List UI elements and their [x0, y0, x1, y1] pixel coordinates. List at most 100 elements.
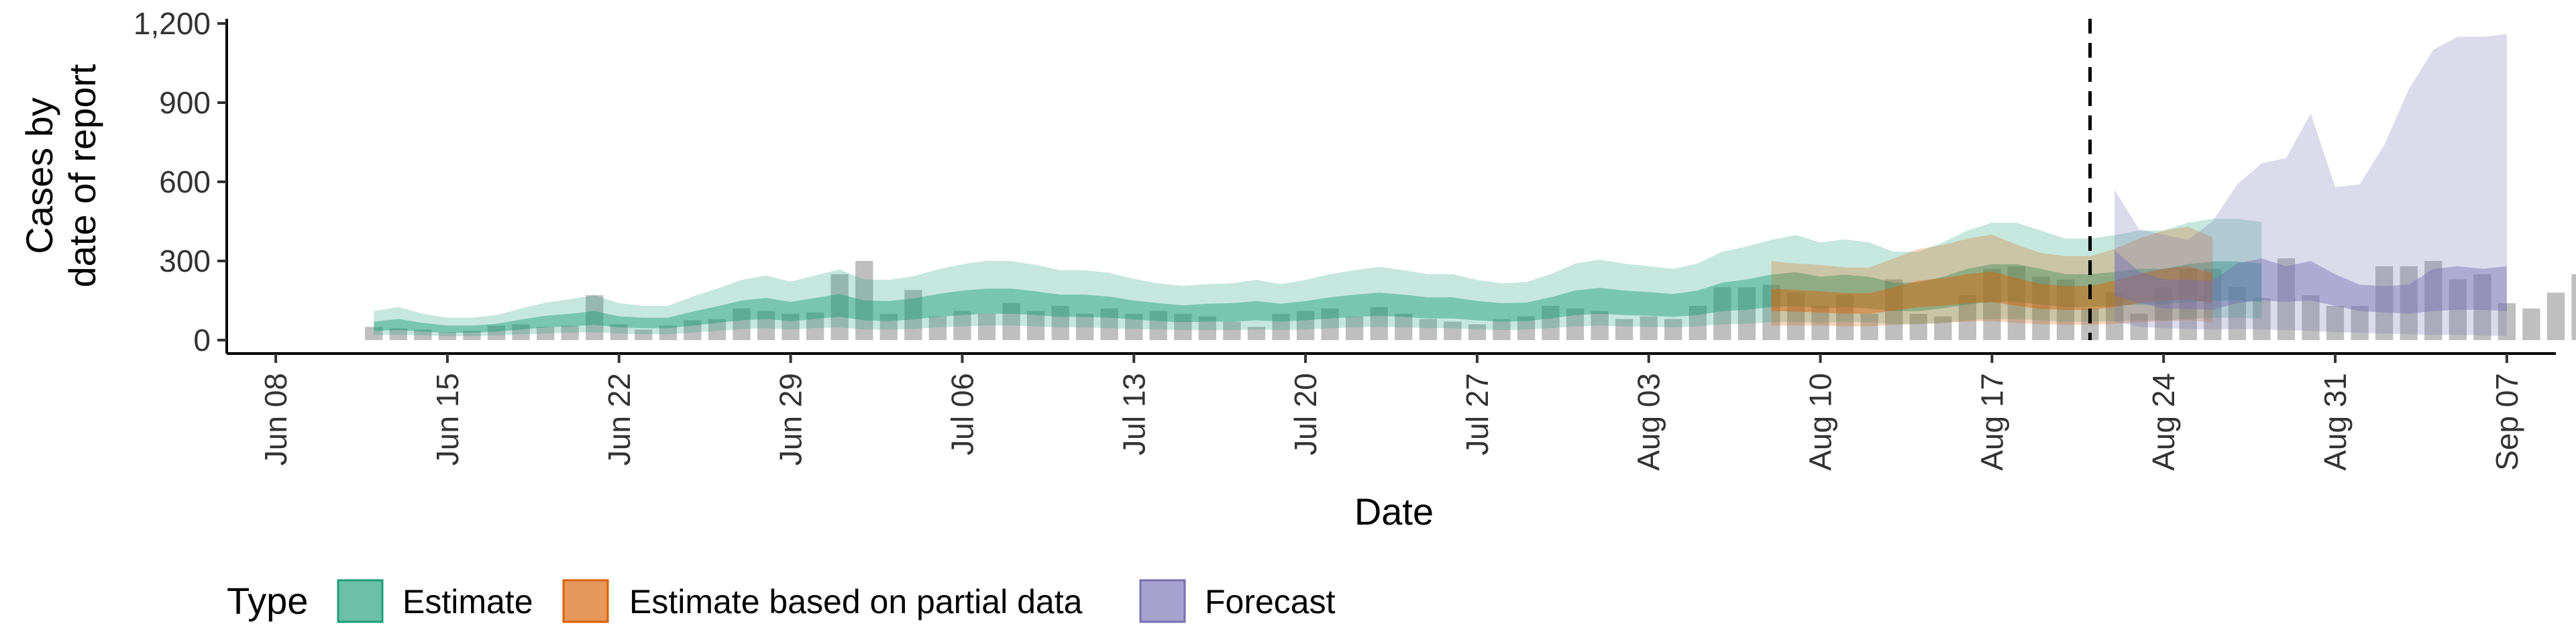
reported-case-bar: [928, 316, 947, 340]
reported-case-bar: [2155, 287, 2173, 340]
reported-case-bar: [389, 328, 407, 340]
reported-case-bar: [2522, 308, 2540, 340]
reported-case-bar: [2056, 279, 2075, 340]
legend-swatch-partial: [562, 579, 609, 623]
reported-case-bar: [1566, 308, 1585, 340]
y-tick-label: 0: [193, 323, 211, 358]
forecast-50-interval-band: [2114, 250, 2507, 314]
reported-case-bar: [1100, 308, 1118, 340]
reported-case-bar: [1640, 316, 1658, 340]
reported-case-bar: [806, 312, 824, 340]
reported-case-bar: [2375, 266, 2394, 340]
reported-case-bar: [782, 313, 800, 340]
x-tick-label: Aug 10: [1803, 373, 1838, 471]
reported-case-bar: [1836, 295, 1854, 340]
reported-case-bar: [1493, 319, 1511, 340]
reported-case-bar: [1811, 305, 1829, 340]
reported-case-bar: [2424, 261, 2443, 340]
reported-case-bar: [1615, 319, 1633, 340]
reported-case-bar: [2228, 287, 2246, 340]
reported-case-bar: [1737, 287, 1756, 340]
reported-case-bar: [1885, 279, 1903, 340]
x-tick-label: Jun 15: [430, 373, 465, 466]
reported-case-bar: [2546, 292, 2565, 340]
x-tick-label: Jun 29: [773, 373, 808, 466]
x-tick-label: Aug 31: [2318, 373, 2353, 471]
reported-case-bar: [463, 331, 481, 340]
reported-case-bar: [1468, 324, 1487, 340]
reported-case-bar: [635, 329, 653, 340]
ribbon-bands: [374, 34, 2507, 337]
reported-case-bars: [365, 258, 2576, 340]
reported-case-bar: [1934, 316, 1952, 340]
y-tick-label: 300: [159, 244, 211, 278]
reported-case-bar: [1713, 287, 1731, 340]
reported-case-bar: [1419, 319, 1437, 340]
reported-case-bar: [1542, 305, 1560, 340]
y-axis-title-line-2: date of report: [61, 64, 103, 288]
y-tick-label: 600: [159, 164, 211, 199]
reported-case-bar: [2302, 295, 2320, 340]
reported-case-bar: [2473, 274, 2491, 340]
x-tick-label: Aug 03: [1631, 373, 1666, 471]
x-tick-label: Jun 22: [602, 373, 637, 466]
reported-case-bar: [1149, 311, 1167, 340]
reported-case-bar: [2351, 305, 2369, 340]
x-tick-label: Jul 13: [1116, 373, 1151, 455]
reported-case-bar: [2400, 266, 2418, 340]
legend-label-partial: Estimate based on partial data: [629, 583, 1083, 621]
reported-case-bar: [2277, 258, 2296, 340]
reported-case-bar: [684, 320, 702, 340]
reported-case-bar: [414, 329, 432, 340]
reported-case-bar: [953, 311, 971, 340]
partial-50-interval-band: [1771, 266, 2213, 314]
y-tick-label: 900: [159, 85, 211, 120]
reported-case-bar: [977, 313, 996, 340]
x-tick-label: Jul 27: [1460, 373, 1495, 455]
estimate-90-interval-band: [374, 219, 2262, 337]
reported-case-bar: [1223, 321, 1241, 340]
reported-case-bar: [1688, 305, 1707, 340]
reported-case-bar: [487, 325, 506, 340]
reported-case-bar: [1983, 268, 2001, 340]
reported-case-bar: [2498, 303, 2516, 340]
reported-case-bar: [365, 327, 383, 340]
y-axis-ticks: 0 300 600 900 1,200: [133, 6, 227, 358]
estimate-50-interval-band: [374, 261, 2262, 333]
reported-case-bar: [1247, 327, 1266, 340]
reported-case-bar: [879, 313, 898, 340]
x-tick-label: Jul 20: [1288, 373, 1323, 455]
legend-swatch-estimate: [337, 579, 384, 623]
reported-case-bar: [438, 332, 457, 340]
legend-title: Type: [227, 580, 308, 622]
reported-case-bar: [855, 261, 873, 340]
reported-case-bar: [1786, 292, 1805, 340]
reported-case-bar: [1395, 313, 1413, 340]
reported-case-bar: [561, 325, 579, 340]
forecast-90-interval-band: [2114, 34, 2507, 337]
reported-case-bar: [2326, 305, 2345, 340]
reported-case-bar: [1198, 316, 1216, 340]
reported-case-bar: [537, 327, 555, 340]
reported-case-bar: [1909, 313, 1927, 340]
reported-case-bar: [1444, 321, 1462, 340]
partial-90-interval-band: [1771, 226, 2213, 327]
reported-case-bar: [586, 295, 604, 340]
reported-case-bar: [2007, 266, 2026, 340]
y-axis-title-line-1: Cases by: [18, 97, 60, 254]
x-axis-title: Date: [1354, 490, 1434, 533]
legend: Type Estimate Estimate based on partial …: [227, 579, 1336, 623]
reported-case-bar: [1051, 305, 1069, 340]
reported-case-bar: [2253, 298, 2271, 340]
reported-case-bar: [1002, 303, 1020, 340]
reported-case-bar: [1321, 308, 1339, 340]
reported-case-bar: [1958, 295, 1976, 340]
reported-case-bar: [1591, 311, 1609, 340]
x-tick-label: Aug 24: [2146, 373, 2181, 471]
x-axis-ticks: Jun 08 Jun 15 Jun 22 Jun 29 Jul 06 Jul 13 Jul …: [258, 354, 2524, 471]
reported-case-bar: [1664, 319, 1682, 340]
y-tick-label: 1,200: [133, 6, 211, 41]
reported-case-bar: [1860, 313, 1878, 340]
reported-case-bar: [1517, 316, 1536, 340]
